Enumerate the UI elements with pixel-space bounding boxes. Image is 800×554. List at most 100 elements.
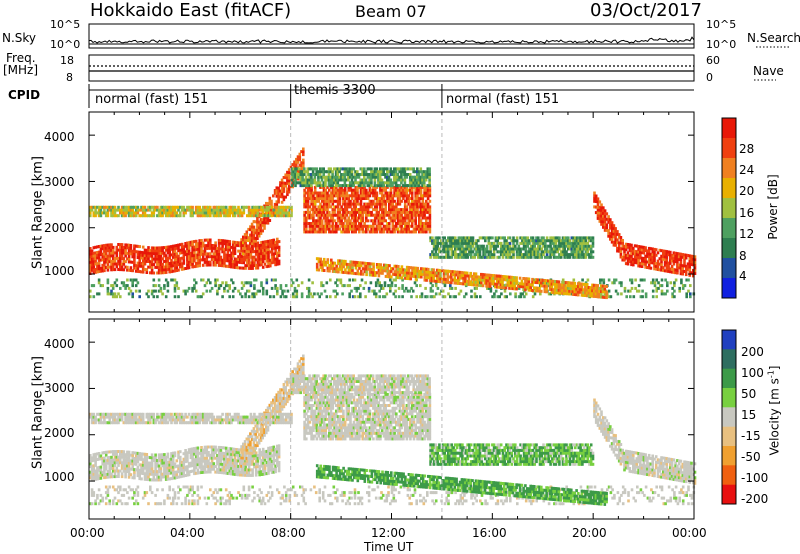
power-cell-descending-band: [494, 274, 497, 278]
power-cell-post-midnight-patch: [423, 210, 426, 214]
power-cell-post-midnight-patch: [410, 230, 414, 234]
power-cell-post-midnight-patch: [412, 219, 416, 223]
power-cell-near-range-band: [671, 286, 674, 290]
power-cell-high-range-patch: [294, 170, 297, 174]
power-cell-main-morning-band: [263, 246, 267, 249]
power-cell-near-range-band: [221, 295, 224, 299]
power-cell-rising-arc: [284, 195, 287, 199]
power-cell-descending-band: [577, 285, 580, 288]
power-cell-post-midnight-patch: [373, 205, 377, 209]
power-cell-high-range-patch: [356, 181, 359, 185]
power-cell-main-morning-band: [154, 249, 157, 253]
power-cell-descending-band: [474, 283, 478, 287]
power-cell-near-range-band: [657, 281, 660, 285]
power-cell-main-morning-band: [256, 258, 260, 262]
power-cell-descending-band: [381, 266, 384, 270]
power-cell-main-morning-band: [131, 249, 134, 253]
power-cell-near-range-band: [115, 295, 119, 299]
power-cell-near-range-band: [99, 284, 103, 288]
freq-strip-frame: [88, 54, 695, 82]
power-cell-post-midnight-patch: [361, 230, 365, 234]
power-cell-descending-band: [377, 263, 381, 267]
power-cell-near-range-band: [339, 278, 343, 282]
power-cell-post-midnight-patch: [358, 194, 361, 198]
power-cell-upper-band: [126, 208, 129, 212]
power-cell-main-morning-band: [251, 264, 254, 268]
power-cell-afternoon-band: [572, 250, 575, 254]
power-cell-descending-band: [347, 268, 351, 272]
power-cell-rising-arc: [263, 226, 266, 230]
power-cell-high-range-patch: [357, 173, 361, 176]
power-cell-post-midnight-patch: [319, 208, 322, 212]
power-cell-main-morning-band: [212, 255, 216, 259]
power-cell-high-range-patch: [292, 181, 295, 185]
power-cell-main-morning-band: [277, 254, 281, 257]
power-cell-post-midnight-patch: [343, 188, 347, 192]
power-cell-descending-band: [409, 277, 412, 281]
power-cell-post-midnight-patch: [377, 227, 380, 231]
power-cell-high-range-patch: [359, 178, 363, 182]
xtick-6: 00:00: [672, 526, 707, 540]
power-cell-main-morning-band: [104, 252, 108, 256]
power-cell-descending-band: [601, 284, 605, 288]
power-cell-rising-arc: [286, 193, 289, 197]
power-cell-post-midnight-patch: [373, 219, 377, 223]
power-cell-afternoon-band: [542, 239, 545, 243]
power-cell-main-morning-band: [126, 246, 129, 250]
power-cell-rising-arc: [243, 238, 247, 242]
power-cell-descending-band: [379, 263, 382, 267]
power-cell-post-midnight-patch: [366, 194, 370, 198]
power-cell-post-midnight-patch: [329, 230, 333, 234]
power-cell-rising-arc: [270, 208, 273, 212]
power-cell-post-midnight-patch: [421, 194, 425, 198]
power-cell-near-range-band: [629, 295, 632, 299]
power-cell-evening-arc: [612, 243, 616, 247]
power-cell-afternoon-band: [464, 241, 468, 245]
power-cell-main-morning-band: [210, 244, 214, 247]
power-cell-high-range-patch: [384, 181, 387, 185]
power-cell-post-midnight-patch: [384, 191, 387, 195]
power-cell-evening-arc: [607, 215, 610, 219]
power-cell-evening-arc: [609, 234, 612, 238]
power-cell-high-range-patch: [356, 173, 359, 176]
power-cell-descending-band: [331, 267, 335, 271]
power-cell-post-midnight-patch: [338, 208, 342, 212]
power-cell-high-range-patch: [387, 178, 391, 182]
power-cell-afternoon-band: [462, 239, 466, 243]
power-cell-rising-arc: [277, 189, 280, 193]
power-cell-high-range-patch: [377, 178, 380, 182]
power-cell-afternoon-band: [499, 247, 503, 251]
power-cell-upper-band: [134, 205, 138, 209]
power-cell-descending-band: [375, 265, 379, 269]
power-cell-upper-band: [231, 205, 235, 209]
power-cell-afternoon-band: [545, 255, 549, 259]
power-cell-post-midnight-patch: [336, 197, 340, 200]
power-cell-near-range-band: [549, 292, 553, 296]
power-cell-near-range-band: [226, 289, 230, 293]
power-cell-main-morning-band: [113, 268, 117, 272]
power-cell-upper-band: [270, 205, 274, 209]
power-cell-post-midnight-patch: [356, 188, 359, 192]
power-cell-main-morning-band: [134, 250, 138, 254]
power-cell-near-range-band: [237, 289, 240, 293]
power-cell-post-midnight-patch: [310, 197, 313, 200]
power-cell-evening-arc: [619, 249, 623, 253]
power-cell-post-midnight-patch: [416, 208, 419, 212]
power-cell-high-range-patch: [378, 167, 382, 171]
power-cell-main-morning-band: [193, 251, 196, 255]
power-cell-main-morning-band: [233, 260, 237, 264]
power-cell-upper-band: [230, 208, 233, 212]
power-cell-upper-band: [224, 214, 228, 218]
power-cell-high-range-patch: [310, 167, 313, 171]
power-cell-afternoon-band: [549, 244, 552, 248]
power-cell-descending-band: [400, 276, 404, 280]
power-cell-rising-arc: [243, 244, 247, 248]
power-cell-main-morning-band: [205, 260, 209, 264]
power-cell-main-morning-band: [175, 255, 179, 259]
power-cell-descending-band: [395, 275, 398, 279]
power-cell-afternoon-band: [591, 244, 595, 248]
power-cell-rising-arc: [296, 158, 300, 162]
power-cell-post-midnight-patch: [340, 219, 343, 223]
power-cell-post-midnight-patch: [363, 210, 366, 214]
power-cell-high-range-patch: [308, 184, 311, 188]
